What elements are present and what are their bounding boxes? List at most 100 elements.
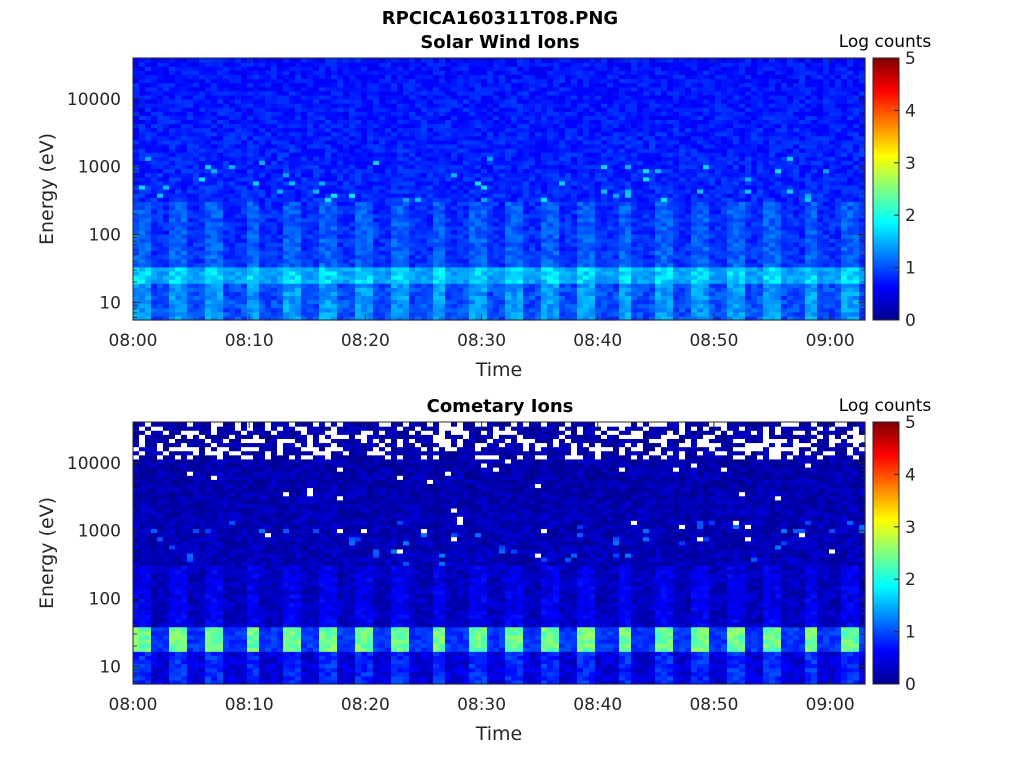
heatmap-cell bbox=[583, 143, 590, 149]
heatmap-cell bbox=[145, 270, 152, 276]
heatmap-cell bbox=[559, 66, 566, 71]
heatmap-cell bbox=[517, 254, 524, 260]
heatmap-cell bbox=[385, 250, 392, 256]
heatmap-cell bbox=[331, 115, 338, 120]
heatmap-cell bbox=[595, 234, 602, 239]
heatmap-cell bbox=[319, 107, 326, 112]
heatmap-cell bbox=[151, 217, 158, 223]
heatmap-cell bbox=[445, 58, 452, 63]
heatmap-cell bbox=[487, 193, 494, 198]
heatmap-cell bbox=[535, 168, 542, 174]
heatmap-cell bbox=[265, 180, 272, 186]
heatmap-cell bbox=[463, 287, 470, 292]
heatmap-cell bbox=[313, 164, 320, 170]
heatmap-cell bbox=[217, 176, 224, 182]
heatmap-cell bbox=[289, 172, 296, 178]
heatmap-cell bbox=[589, 197, 596, 202]
heatmap-cell bbox=[247, 291, 254, 297]
heatmap-cell bbox=[451, 115, 458, 120]
heatmap-cell bbox=[547, 82, 554, 88]
heatmap-cell bbox=[271, 295, 278, 301]
heatmap-cell bbox=[259, 74, 266, 80]
heatmap-cell bbox=[547, 201, 554, 206]
heatmap-cell bbox=[355, 160, 362, 166]
heatmap-cell bbox=[487, 164, 494, 170]
heatmap-cell bbox=[571, 254, 578, 260]
heatmap-cell bbox=[145, 258, 152, 264]
heatmap-cell bbox=[493, 258, 500, 264]
heatmap-cell bbox=[199, 201, 206, 206]
heatmap-cell bbox=[325, 229, 332, 235]
heatmap-cell bbox=[343, 103, 350, 108]
heatmap-cell bbox=[391, 82, 398, 88]
heatmap-cell bbox=[337, 66, 344, 71]
heatmap-cell bbox=[487, 274, 494, 280]
heatmap-cell bbox=[475, 287, 482, 292]
heatmap-cell bbox=[265, 82, 272, 88]
heatmap-cell bbox=[229, 160, 236, 166]
heatmap-cell bbox=[145, 58, 152, 63]
heatmap-cell bbox=[559, 135, 566, 141]
heatmap-cell bbox=[523, 168, 530, 174]
heatmap-cell bbox=[385, 246, 392, 251]
heatmap-cell bbox=[487, 225, 494, 231]
heatmap-cell bbox=[223, 234, 230, 239]
heatmap-cell bbox=[481, 283, 488, 288]
heatmap-cell bbox=[535, 266, 542, 272]
heatmap-cell bbox=[355, 131, 362, 137]
heatmap-cell bbox=[343, 287, 350, 292]
heatmap-cell bbox=[217, 70, 224, 75]
heatmap-cell bbox=[475, 62, 482, 67]
heatmap-cell bbox=[349, 291, 356, 297]
heatmap-cell bbox=[283, 168, 290, 174]
heatmap-cell bbox=[427, 62, 434, 67]
heatmap-cell bbox=[529, 135, 536, 141]
heatmap-cell bbox=[427, 156, 434, 161]
heatmap-cell bbox=[445, 287, 452, 292]
heatmap-cell bbox=[157, 184, 164, 190]
heatmap-cell bbox=[457, 225, 464, 231]
heatmap-cell bbox=[337, 58, 344, 63]
heatmap-cell bbox=[553, 254, 560, 260]
heatmap-cell bbox=[301, 172, 308, 178]
heatmap-cell bbox=[481, 184, 488, 190]
heatmap-cell bbox=[553, 291, 560, 297]
heatmap-cell bbox=[565, 62, 572, 67]
heatmap-cell bbox=[571, 270, 578, 276]
heatmap-cell bbox=[277, 209, 284, 215]
heatmap-cell bbox=[499, 66, 506, 71]
heatmap-cell bbox=[229, 156, 236, 161]
heatmap-cell bbox=[337, 156, 344, 161]
heatmap-cell bbox=[583, 103, 590, 108]
heatmap-cell bbox=[475, 205, 482, 211]
heatmap-cell bbox=[289, 229, 296, 235]
heatmap-cell bbox=[439, 262, 446, 268]
heatmap-cell bbox=[139, 160, 146, 166]
heatmap-cell bbox=[583, 135, 590, 141]
heatmap-cell bbox=[133, 176, 140, 182]
heatmap-cell bbox=[481, 254, 488, 260]
heatmap-cell bbox=[247, 266, 254, 272]
heatmap-cell bbox=[181, 94, 188, 100]
heatmap-cell bbox=[589, 238, 596, 243]
heatmap-cell bbox=[445, 152, 452, 157]
heatmap-cell bbox=[343, 270, 350, 276]
heatmap-cell bbox=[367, 139, 374, 145]
heatmap-cell bbox=[499, 279, 506, 284]
heatmap-cell bbox=[235, 90, 242, 96]
heatmap-cell bbox=[307, 238, 314, 243]
heatmap-cell bbox=[415, 270, 422, 276]
heatmap-cell bbox=[151, 213, 158, 219]
heatmap-cell bbox=[319, 205, 326, 211]
heatmap-cell bbox=[193, 205, 200, 211]
heatmap-cell bbox=[259, 148, 266, 153]
heatmap-cell bbox=[487, 111, 494, 116]
heatmap-cell bbox=[283, 172, 290, 178]
heatmap-cell bbox=[511, 238, 518, 243]
heatmap-cell bbox=[451, 74, 458, 80]
heatmap-cell bbox=[379, 311, 386, 317]
heatmap-cell bbox=[535, 139, 542, 145]
heatmap-cell bbox=[229, 262, 236, 268]
heatmap-cell bbox=[595, 152, 602, 157]
heatmap-cell bbox=[565, 279, 572, 284]
